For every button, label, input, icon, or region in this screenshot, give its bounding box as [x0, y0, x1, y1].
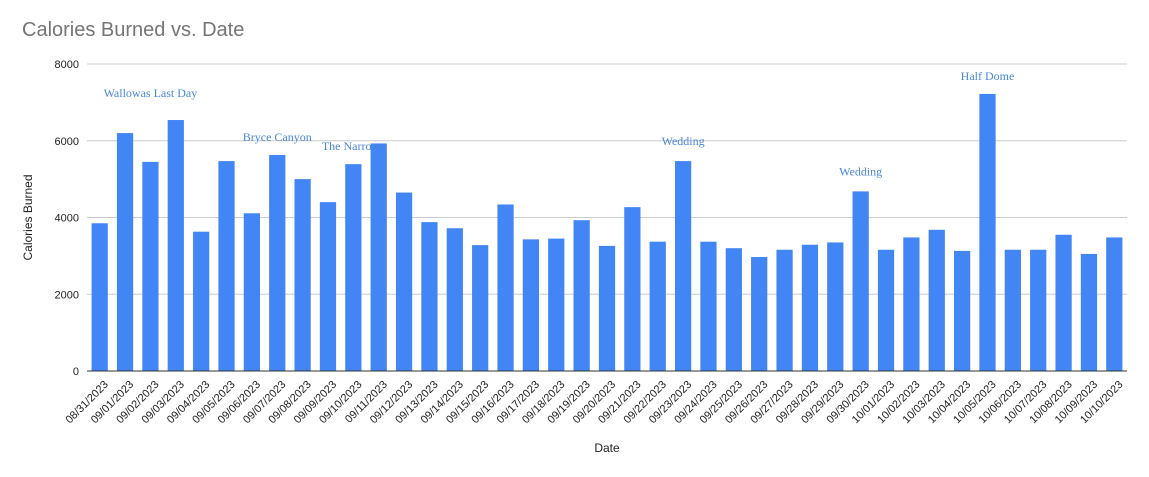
y-tick-label: 8000 [55, 59, 79, 71]
bar [979, 93, 996, 372]
annotation-label: The Narrows [322, 139, 385, 153]
bar [954, 250, 971, 371]
bar [472, 245, 489, 371]
bar [1055, 234, 1072, 371]
bar [598, 245, 616, 371]
bar [725, 248, 742, 371]
annotation-label: Bryce Canyon [243, 130, 312, 144]
bar [801, 244, 819, 371]
bar [624, 207, 641, 371]
bar [116, 133, 134, 371]
bar [776, 249, 793, 371]
bar [522, 239, 540, 371]
bar [1004, 249, 1021, 371]
bar [674, 161, 692, 371]
chart-title: Calories Burned vs. Date [22, 19, 245, 41]
x-axis-ticks: 08/31/202309/01/202309/02/202309/03/2023… [63, 379, 1125, 426]
bar [852, 191, 869, 371]
y-tick-label: 4000 [55, 213, 79, 225]
bar [649, 241, 666, 371]
bar [167, 120, 184, 371]
bar [1030, 249, 1047, 371]
bar [91, 223, 108, 371]
bar [269, 154, 286, 371]
bar [827, 242, 844, 371]
y-tick-label: 0 [73, 366, 79, 378]
bar [751, 257, 768, 371]
bar [1080, 253, 1098, 371]
bar [421, 222, 438, 371]
y-axis-ticks: 0 2000 4000 6000 8000 [55, 59, 79, 378]
bar [446, 228, 463, 371]
bar [243, 213, 260, 371]
y-axis-label: Calories Burned [21, 174, 35, 260]
y-tick-label: 2000 [55, 289, 79, 301]
bars [91, 93, 1123, 372]
x-axis-label: Date [594, 441, 620, 455]
annotation-label: Half Dome [961, 69, 1015, 83]
bar [1106, 237, 1123, 371]
bar [497, 204, 514, 371]
bar [700, 241, 717, 371]
annotation-label: Wallowas Last Day [104, 86, 198, 100]
bar [370, 143, 387, 371]
bar [877, 249, 895, 371]
y-tick-label: 6000 [55, 136, 79, 148]
bar [142, 161, 159, 371]
bar [193, 231, 210, 371]
bar [294, 179, 311, 371]
bar [319, 202, 337, 371]
bar [548, 238, 565, 371]
bar [903, 237, 920, 371]
bar [218, 161, 235, 371]
annotation-label: Wedding [662, 134, 705, 148]
annotation-label: Wedding [839, 164, 882, 178]
annotations: Wallowas Last Day Bryce Canyon The Narrows… [104, 69, 1015, 178]
bar [928, 229, 945, 371]
bar [395, 192, 413, 371]
bar [573, 220, 590, 371]
bar [345, 164, 362, 371]
